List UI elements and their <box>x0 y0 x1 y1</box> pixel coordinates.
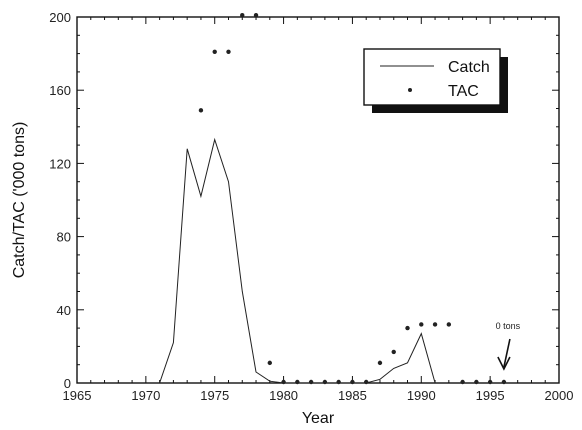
tac-point <box>226 49 231 54</box>
tac-point <box>419 322 424 327</box>
y-tick-label: 120 <box>49 156 71 171</box>
tac-point <box>432 322 438 327</box>
tac-point <box>240 12 245 18</box>
legend-tac-label: TAC <box>448 83 479 100</box>
tac-point <box>405 325 410 331</box>
tac-point <box>377 360 383 366</box>
tac-point <box>364 379 369 385</box>
x-tick-label: 1965 <box>63 388 92 403</box>
x-tick-label: 1985 <box>338 388 367 403</box>
x-tick-label: 1970 <box>131 388 160 403</box>
tac-point <box>391 349 396 355</box>
x-axis-title: Year <box>302 410 335 427</box>
x-tick-label: 1975 <box>200 388 229 403</box>
tac-point <box>308 379 314 385</box>
tac-point <box>198 108 204 113</box>
tac-point <box>487 379 493 385</box>
annotation-arrow-shaft <box>503 338 511 368</box>
y-axis: 0 40 80 120 160 200 <box>49 10 559 391</box>
y-axis-title: Catch/TAC ('000 tons) <box>11 122 28 279</box>
tac-point <box>501 379 507 385</box>
annotation-layer: 0 tons <box>496 321 521 371</box>
y-tick-label: 200 <box>49 10 71 25</box>
x-tick-label: 2000 <box>545 388 574 403</box>
tac-point <box>336 379 341 385</box>
tac-point <box>295 379 300 385</box>
catch-line <box>159 137 436 384</box>
x-tick-label: 1980 <box>269 388 298 403</box>
legend-box <box>363 48 501 106</box>
tac-point <box>253 12 259 18</box>
tac-point <box>267 360 272 366</box>
y-tick-label: 160 <box>49 83 71 98</box>
annotation-arrow-head <box>497 356 511 371</box>
tac-point <box>281 379 286 385</box>
y-tick-label: 40 <box>57 303 71 318</box>
tac-point <box>446 322 452 327</box>
zero-tons-annotation: 0 tons <box>496 321 521 331</box>
tac-point <box>212 49 217 54</box>
legend-tac-swatch <box>408 88 412 92</box>
series-layer <box>159 12 507 385</box>
legend: Catch TAC <box>363 48 508 113</box>
legend-catch-label: Catch <box>448 59 490 76</box>
x-tick-label: 1990 <box>407 388 436 403</box>
tac-point <box>474 379 479 385</box>
tac-point <box>322 379 328 385</box>
tac-point <box>460 379 465 385</box>
y-tick-label: 80 <box>57 230 71 245</box>
tac-point <box>350 379 355 385</box>
x-tick-label: 1995 <box>476 388 505 403</box>
y-tick-label: 0 <box>64 376 71 391</box>
